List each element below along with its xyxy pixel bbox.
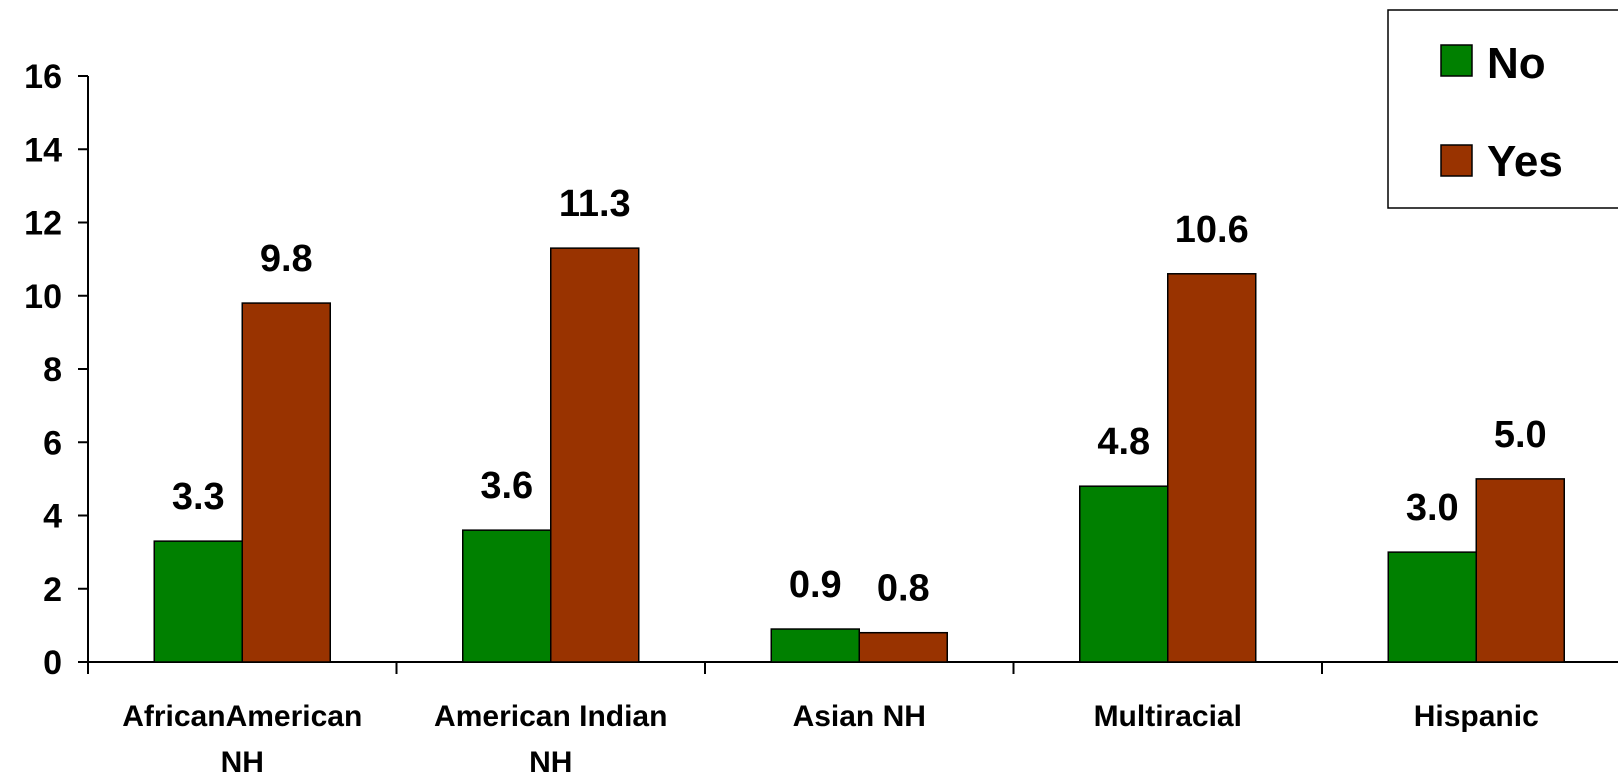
data-label-no: 3.0	[1406, 487, 1459, 529]
y-tick-label: 16	[24, 58, 62, 96]
legend-label-no: No	[1487, 39, 1546, 88]
bar-no	[1387, 551, 1477, 663]
bar-no	[153, 540, 243, 663]
y-tick-label: 8	[43, 351, 62, 389]
axes: 0 2 4 6 8 10 12 14 16 AfricanAmerican NH American I…	[24, 58, 1618, 775]
data-labels: 3.3 9.8 3.6 11.3 0.9 0.8 4.8 10.6 3.0 5.0	[172, 183, 1547, 610]
x-category-label: AfricanAmerican	[122, 700, 362, 733]
legend-swatch-no	[1440, 44, 1473, 77]
data-label-no: 0.9	[789, 564, 842, 606]
legend-box	[1387, 9, 1618, 209]
y-tick-label: 4	[43, 498, 62, 536]
legend: No Yes	[1387, 9, 1618, 209]
data-label-yes: 5.0	[1494, 414, 1547, 456]
bar-yes	[1167, 273, 1257, 663]
y-tick-label: 2	[43, 571, 62, 609]
bar-yes	[550, 247, 640, 663]
x-category-label: Asian NH	[793, 700, 926, 733]
x-category-label: NH	[221, 746, 264, 775]
x-category-label: American Indian	[434, 700, 667, 733]
data-label-no: 4.8	[1097, 421, 1150, 463]
data-label-yes: 0.8	[877, 568, 930, 610]
x-category-label: Hispanic	[1414, 700, 1539, 733]
y-tick-label: 10	[24, 278, 62, 316]
x-category-label: NH	[529, 746, 572, 775]
bar-yes	[241, 302, 331, 663]
y-tick-label: 12	[24, 205, 62, 243]
bar-yes	[1475, 478, 1565, 663]
data-label-yes: 10.6	[1175, 209, 1249, 251]
data-label-no: 3.6	[480, 465, 533, 507]
data-label-yes: 9.8	[260, 238, 313, 280]
bar-no	[462, 529, 552, 663]
legend-swatch-yes	[1440, 144, 1473, 177]
x-category-label: Multiracial	[1094, 700, 1242, 733]
bar-yes	[858, 631, 948, 663]
bar-no	[1079, 485, 1169, 663]
bar-no	[770, 628, 860, 663]
data-label-yes: 11.3	[559, 183, 631, 225]
legend-label-yes: Yes	[1487, 137, 1563, 186]
y-tick-label: 6	[43, 424, 62, 462]
y-tick-label: 0	[43, 644, 62, 682]
data-label-no: 3.3	[172, 476, 225, 518]
y-tick-label: 14	[24, 131, 62, 169]
bars	[153, 247, 1565, 663]
